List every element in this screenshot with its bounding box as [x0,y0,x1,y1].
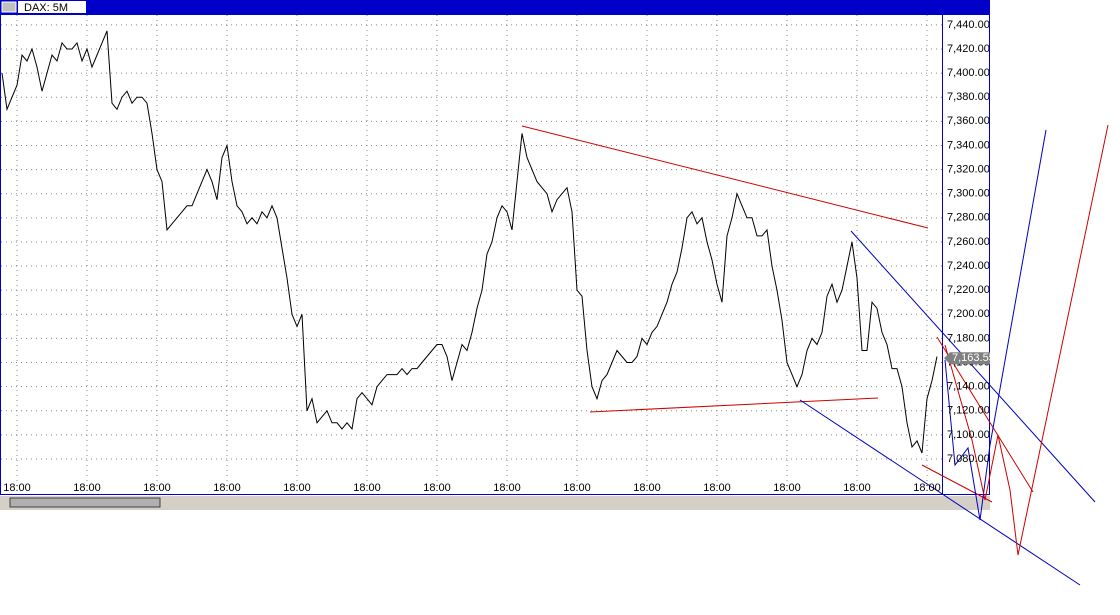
last-price-marker [944,352,990,365]
chart-title: DAX: 5M [24,2,68,14]
last-price-label: 7,163.55 [952,352,995,364]
title-tab [18,1,86,13]
x-tick-label: 18:00 [773,482,801,494]
x-tick-label: 18:00 [283,482,311,494]
x-tick-label: 18:00 [3,482,31,494]
trendline [589,397,879,413]
x-tick-label: 18:00 [913,482,941,494]
y-tick-label: 7,240.00 [947,260,990,272]
y-tick-label: 7,220.00 [947,284,990,296]
y-tick-label: 7,300.00 [947,188,990,200]
x-tick-label: 18:00 [843,482,871,494]
x-tick-label: 18:00 [73,482,101,494]
window-icon[interactable] [1,1,17,13]
x-tick-label: 18:00 [493,482,521,494]
y-tick-label: 7,180.00 [947,332,990,344]
x-tick-label: 18:00 [703,482,731,494]
trendline [799,399,1081,586]
y-tick-label: 7,420.00 [947,43,990,55]
y-tick-label: 7,280.00 [947,212,990,224]
y-tick-label: 7,360.00 [947,115,990,127]
y-tick-label: 7,200.00 [947,308,990,320]
scroll-thumb[interactable] [9,497,161,508]
y-tick-label: 7,320.00 [947,163,990,175]
scrollbar[interactable] [0,496,990,510]
y-tick-label: 7,080.00 [947,453,990,465]
y-tick-label: 7,140.00 [947,381,990,393]
forecast-path [944,129,1047,521]
y-tick-label: 7,340.00 [947,139,990,151]
y-tick-label: 7,120.00 [947,405,990,417]
x-tick-label: 18:00 [143,482,171,494]
x-tick-label: 18:00 [563,482,591,494]
y-tick-label: 7,260.00 [947,236,990,248]
title-bar [0,0,990,14]
y-tick-label: 7,400.00 [947,67,990,79]
y-tick-label: 7,100.00 [947,429,990,441]
grid [1,15,942,494]
x-tick-label: 18:00 [633,482,661,494]
y-tick-label: 7,440.00 [947,19,990,31]
x-tick-label: 18:00 [353,482,381,494]
trendline [850,230,1096,503]
trendline [921,464,993,503]
x-tick-label: 18:00 [213,482,241,494]
x-tick-label: 18:00 [423,482,451,494]
chart-panel [0,0,990,510]
trendline [521,125,929,229]
forecast-path [944,124,1109,556]
price-line [1,30,938,454]
y-tick-label: 7,380.00 [947,91,990,103]
axis-border [942,14,990,495]
